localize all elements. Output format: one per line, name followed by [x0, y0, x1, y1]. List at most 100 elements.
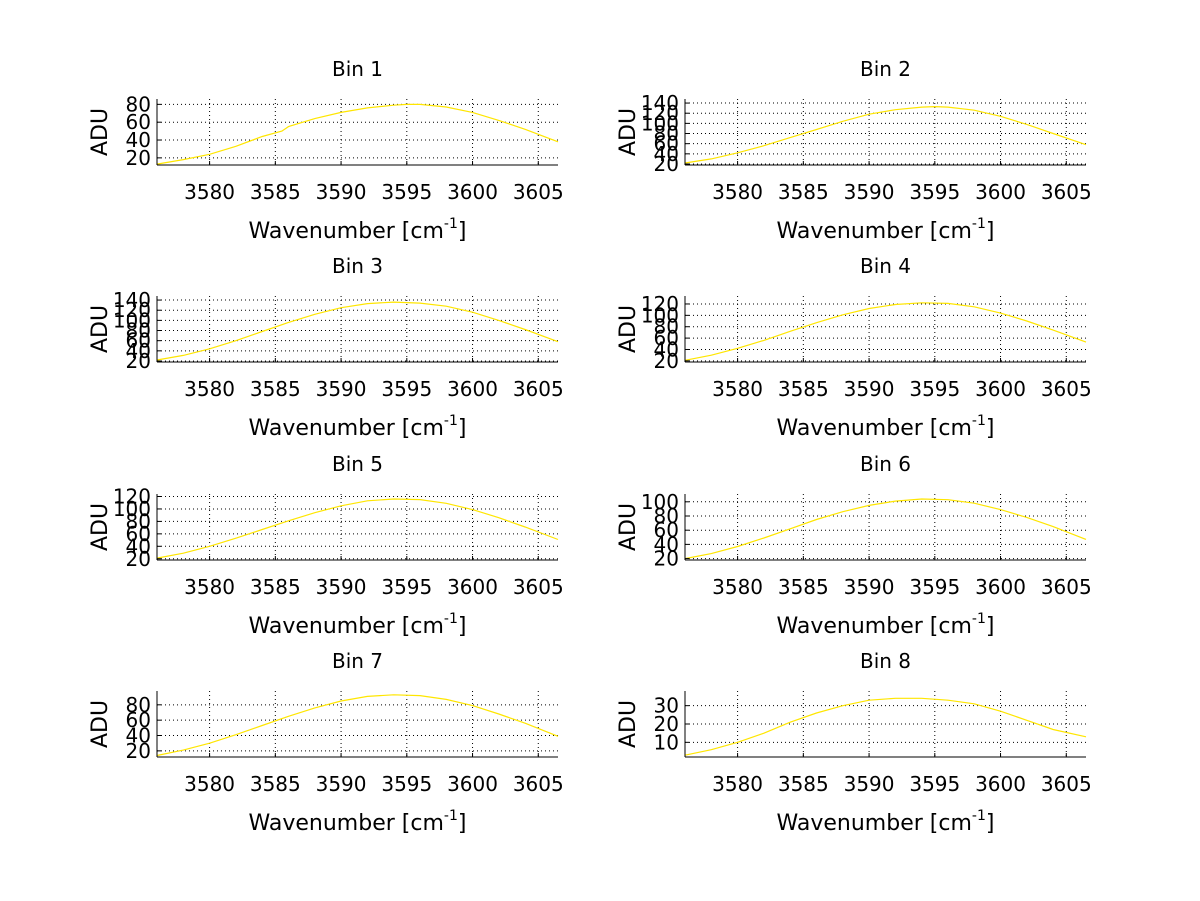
y-tick-label: 40 [126, 534, 151, 558]
x-tick-label: 3585 [250, 575, 301, 599]
y-tick-label: 20 [654, 547, 679, 571]
y-tick-label: 100 [641, 111, 679, 135]
y-tick-label: 80 [126, 319, 151, 343]
x-axis-label-main: Wavenumber [cm [777, 219, 972, 244]
y-tick-label: 140 [641, 91, 679, 115]
x-tick-label: 3605 [1041, 180, 1092, 204]
subplot-title: Bin 3 [332, 254, 383, 278]
y-tick-label: 100 [641, 490, 679, 514]
x-tick-label: 3590 [844, 377, 895, 401]
subplot-3: 3580 3585 3590 3595 3600 3605 2040608010012014… [88, 254, 564, 441]
y-tick-label: 40 [654, 532, 679, 556]
x-tick-label: 3595 [909, 772, 960, 796]
x-axis-label: Wavenumber [cm-1] [777, 611, 995, 639]
y-tick-label: 60 [654, 518, 679, 542]
y-axis-label: ADU [616, 108, 641, 156]
y-tick-label: 10 [654, 730, 679, 754]
y-tick-label: 40 [126, 724, 151, 748]
y-tick-label: 100 [641, 303, 679, 327]
y-tick-label: 20 [126, 349, 151, 373]
subplot-title: Bin 1 [332, 57, 383, 81]
x-tick-label: 3600 [447, 575, 498, 599]
x-tick-label: 3580 [184, 772, 235, 796]
subplot-title: Bin 7 [332, 649, 383, 673]
x-tick-label: 3595 [909, 180, 960, 204]
series-line-7 [156, 694, 559, 757]
x-tick-label: 3580 [184, 180, 235, 204]
y-tick-label: 60 [126, 110, 151, 134]
y-tick-label: 120 [113, 298, 151, 322]
x-tick-label: 3605 [513, 180, 564, 204]
subplot-2: 3580 3585 3590 3595 3600 3605 2040608010012014… [616, 57, 1092, 244]
x-axis-label-close: ] [986, 219, 995, 244]
x-tick-label: 3585 [778, 575, 829, 599]
x-axis-label: Wavenumber [cm-1] [249, 413, 467, 441]
x-tick-label: 3580 [712, 772, 763, 796]
x-axis-label: Wavenumber [cm-1] [249, 611, 467, 639]
y-tick-label: 20 [654, 349, 679, 373]
y-axis-label: ADU [616, 700, 641, 748]
subplot-title: Bin 2 [860, 57, 911, 81]
x-axis-label: Wavenumber [cm-1] [777, 413, 995, 441]
x-axis-label-main: Wavenumber [cm [777, 811, 972, 836]
y-tick-label: 20 [126, 146, 151, 170]
x-tick-label: 3595 [381, 180, 432, 204]
series-line-2 [684, 105, 1087, 164]
x-tick-label: 3585 [250, 772, 301, 796]
series-line-4 [684, 302, 1087, 361]
x-tick-label: 3580 [184, 575, 235, 599]
x-tick-label: 3585 [778, 377, 829, 401]
y-tick-label: 60 [126, 329, 151, 353]
x-axis-label: Wavenumber [cm-1] [249, 216, 467, 244]
x-axis-label-main: Wavenumber [cm [249, 219, 444, 244]
y-tick-label: 60 [654, 326, 679, 350]
x-axis-label-sup: -1 [972, 413, 986, 429]
x-tick-label: 3580 [184, 377, 235, 401]
x-axis-label-sup: -1 [444, 808, 458, 824]
x-axis-label-close: ] [986, 811, 995, 836]
x-axis-label-close: ] [458, 811, 467, 836]
x-axis-label-sup: -1 [972, 216, 986, 232]
subplot-title: Bin 5 [332, 452, 383, 476]
x-tick-label: 3590 [316, 377, 367, 401]
x-axis-label: Wavenumber [cm-1] [249, 808, 467, 836]
y-tick-label: 120 [113, 484, 151, 508]
x-tick-label: 3580 [712, 180, 763, 204]
y-axis-label: ADU [616, 503, 641, 551]
y-tick-label: 30 [654, 694, 679, 718]
x-tick-label: 3580 [712, 575, 763, 599]
x-axis-label-close: ] [458, 416, 467, 441]
y-tick-label: 60 [126, 708, 151, 732]
y-tick-label: 80 [126, 693, 151, 717]
x-tick-label: 3600 [447, 377, 498, 401]
subplot-title: Bin 4 [860, 254, 911, 278]
series-line-1 [156, 103, 559, 165]
y-tick-label: 140 [113, 288, 151, 312]
y-tick-label: 100 [113, 497, 151, 521]
x-tick-label: 3595 [381, 377, 432, 401]
x-axis-label-main: Wavenumber [cm [249, 811, 444, 836]
y-tick-label: 40 [126, 339, 151, 363]
x-tick-label: 3600 [975, 772, 1026, 796]
x-axis-label-close: ] [986, 416, 995, 441]
x-axis-label-main: Wavenumber [cm [249, 416, 444, 441]
y-axis-label: ADU [88, 700, 113, 748]
x-tick-label: 3600 [975, 180, 1026, 204]
series-line-5 [156, 498, 559, 559]
y-tick-label: 60 [126, 522, 151, 546]
x-tick-label: 3595 [909, 377, 960, 401]
x-axis-label-main: Wavenumber [cm [249, 614, 444, 639]
x-axis-label-sup: -1 [444, 611, 458, 627]
x-tick-label: 3590 [844, 575, 895, 599]
x-tick-label: 3585 [250, 180, 301, 204]
y-axis-label: ADU [88, 108, 113, 156]
x-tick-label: 3595 [381, 772, 432, 796]
x-tick-label: 3590 [316, 180, 367, 204]
x-tick-label: 3595 [909, 575, 960, 599]
x-axis-label-close: ] [458, 219, 467, 244]
